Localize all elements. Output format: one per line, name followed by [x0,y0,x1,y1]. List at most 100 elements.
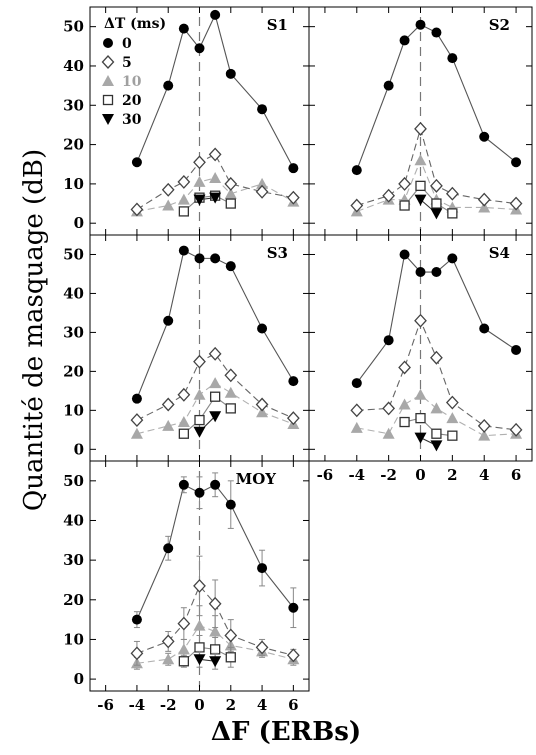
series-dt-5 [130,147,300,217]
data-point [430,178,443,193]
data-point [178,23,189,34]
data-point [430,208,443,220]
series-line [356,24,517,171]
data-point [193,155,206,170]
data-point [130,413,144,428]
y-tick-label: 30 [63,323,84,341]
data-point [208,596,222,611]
series-dt-30 [414,194,443,220]
data-point [477,192,491,207]
series-dt-30 [193,650,222,670]
data-point [209,411,222,423]
data-point [415,180,426,192]
data-point [193,354,206,369]
x-tick-label: 6 [288,696,298,714]
series-dt-5 [130,346,300,428]
data-point [131,393,142,404]
data-point [286,411,300,426]
x-tick-label: -2 [380,466,397,484]
data-point [445,395,459,410]
data-point [477,418,491,433]
data-point [193,388,206,400]
data-point [161,634,175,649]
y-tick-label: 20 [63,591,84,609]
data-point [478,201,491,213]
series-line [404,417,453,437]
data-point [193,578,206,593]
data-point [162,199,175,211]
x-tick-label: 6 [511,466,521,484]
data-point [431,428,442,439]
series-dt-20 [399,180,458,219]
data-point [430,440,443,452]
data-point [286,648,300,663]
data-point [351,378,362,389]
data-point [225,499,236,510]
data-point [193,654,206,666]
y-tick-label: 50 [63,472,84,490]
y-tick-label: 0 [74,670,84,688]
panel-s4: -6 -4 -2 0 2 4 6 S4 [308,234,533,484]
data-point [225,403,236,414]
x-tick-label: 4 [479,466,489,484]
data-point [398,398,411,410]
data-point [162,653,175,665]
series-line [136,249,294,399]
x-tick-label: 0 [415,466,425,484]
data-point [194,253,205,264]
panel-label-s3: S3 [267,244,288,262]
data-point [382,188,396,203]
data-point [178,479,189,490]
data-point [255,640,269,655]
series-line [356,319,517,431]
data-point [209,391,221,402]
x-axis-label: ΔF (ERBs) [211,717,361,747]
data-point [350,403,364,418]
data-point [509,196,523,211]
data-point [210,9,221,20]
data-point [383,335,394,346]
data-point [478,429,491,441]
panel-s3: 0 10 20 30 40 50 S3 [63,234,310,462]
data-point [163,80,174,91]
data-point [161,182,175,197]
data-point [479,323,490,334]
y-tick-label: 30 [63,551,84,569]
data-point [209,172,222,183]
data-point [210,479,221,490]
data-point [398,176,411,191]
data-point [447,430,458,441]
data-point [131,157,142,168]
data-point [178,656,190,667]
y-axis-label: Quantité de masquage (dB) [19,149,49,511]
panel-label-s1: S1 [267,16,288,34]
data-point [399,35,410,46]
data-point [414,154,427,166]
data-point [210,253,221,264]
data-point [257,104,268,115]
data-point [177,174,191,189]
data-point [415,19,426,30]
data-point [177,387,191,402]
data-point [511,157,522,168]
data-point [447,253,458,264]
y-tick-label: 40 [63,284,84,302]
x-tick-label: 0 [194,696,204,714]
data-point [224,386,237,398]
data-point [193,194,206,206]
series-dt-0 [351,249,522,389]
data-point [194,414,205,426]
data-point [162,419,175,431]
data-point [178,428,190,439]
panel-moy: 0 10 20 30 40 50 -6 -4 -2 0 2 4 6 MOY [63,460,310,714]
data-point [257,563,268,574]
data-point [415,267,426,278]
x-tick-label: -4 [129,696,146,714]
x-tick-label: 4 [257,696,267,714]
data-point [177,416,190,428]
data-point [130,646,144,661]
data-point [224,187,237,199]
legend-title: ΔT (ms) [104,16,166,32]
data-point [177,193,190,205]
data-point [383,80,394,91]
